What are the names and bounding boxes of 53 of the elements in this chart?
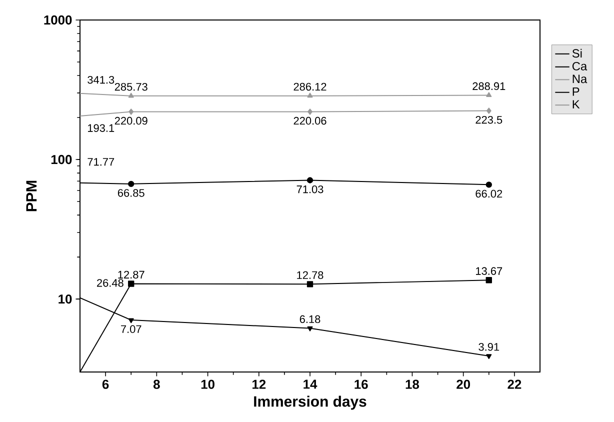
point [486,182,492,188]
point [306,281,314,288]
data-label: 220.06 [294,116,326,125]
point [308,108,312,115]
legend-label: Ca [572,62,588,70]
data-label: 12.78 [297,271,324,279]
legend-label: P [572,88,580,96]
x-tick-label: 16 [354,380,368,389]
x-tick-label: 6 [102,380,109,389]
point [128,318,134,324]
data-label: 71.03 [296,185,324,194]
data-label: 66.85 [118,189,144,197]
x-tick-label: 10 [201,380,214,389]
point [486,354,492,360]
point [128,180,134,188]
point [128,92,134,98]
annotation: 193.1 [88,124,114,132]
annotation: 341.3 [88,76,114,84]
data-label: 285.73 [114,82,148,91]
data-label: 12.87 [118,270,144,279]
x-tick-label: 14 [304,380,318,389]
y-axis-title: PPM [26,180,37,212]
legend-label: Na [572,74,588,84]
data-label: 3.91 [478,343,500,351]
data-label: 6.18 [300,315,320,324]
data-label: 66.02 [476,190,502,198]
data-label: 13.67 [476,267,502,275]
legend-label: Si [572,48,582,58]
data-label: 286.12 [294,82,326,91]
legend-label: K [572,100,580,108]
point [128,280,134,287]
data-label: 7.07 [121,325,142,333]
annotation: 26.48 [97,279,124,287]
x-tick-label: 8 [153,380,160,389]
x-tick-label: 22 [508,380,522,389]
x-tick-label: 12 [252,380,266,389]
point [486,277,492,284]
point [128,108,134,115]
annotation: 71.77 [88,158,114,166]
point [486,108,492,114]
point [486,92,492,98]
data-label: 288.91 [472,82,506,90]
point [307,326,313,332]
point [306,177,314,184]
data-label: 220.09 [114,116,148,125]
y-tick-label: 10 [58,294,72,304]
x-axis-title: Immersion days [254,396,366,410]
y-tick-label: 100 [51,154,72,164]
x-tick-label: 18 [406,380,420,389]
y-tick-label: 1000 [44,15,72,25]
x-tick-label: 20 [456,380,470,389]
data-label: 223.5 [476,116,502,124]
point [307,92,313,98]
